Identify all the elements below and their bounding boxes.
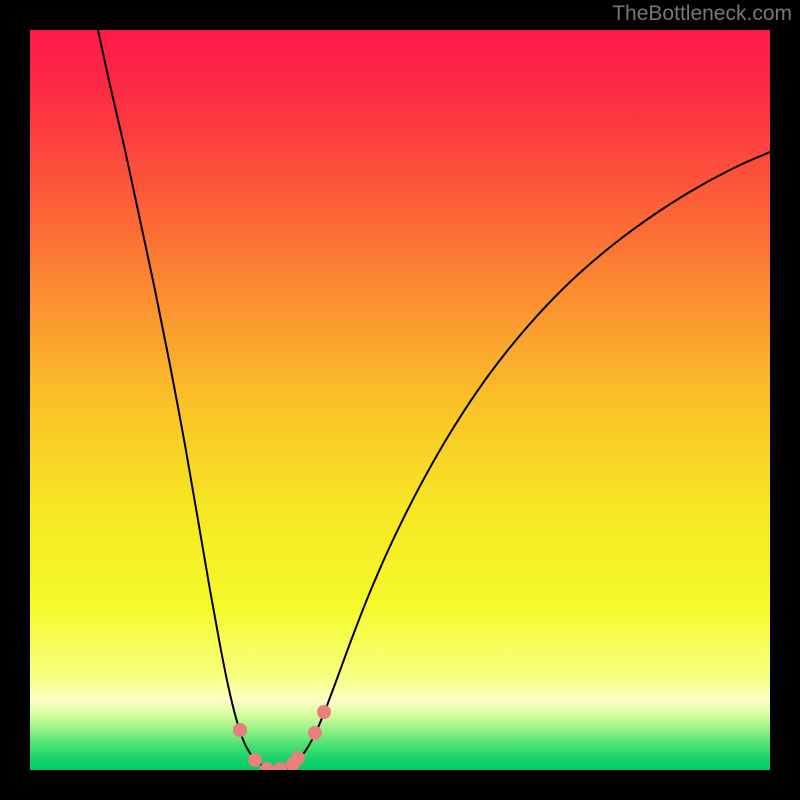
curve-marker: [233, 723, 247, 737]
curve-marker: [308, 726, 322, 740]
curve-marker: [291, 751, 305, 765]
chart-svg: [30, 30, 770, 770]
curve-marker: [248, 753, 262, 767]
watermark-text: TheBottleneck.com: [612, 2, 792, 26]
gradient-background: [30, 30, 770, 770]
curve-marker: [317, 705, 331, 719]
plot-area: [30, 30, 770, 770]
